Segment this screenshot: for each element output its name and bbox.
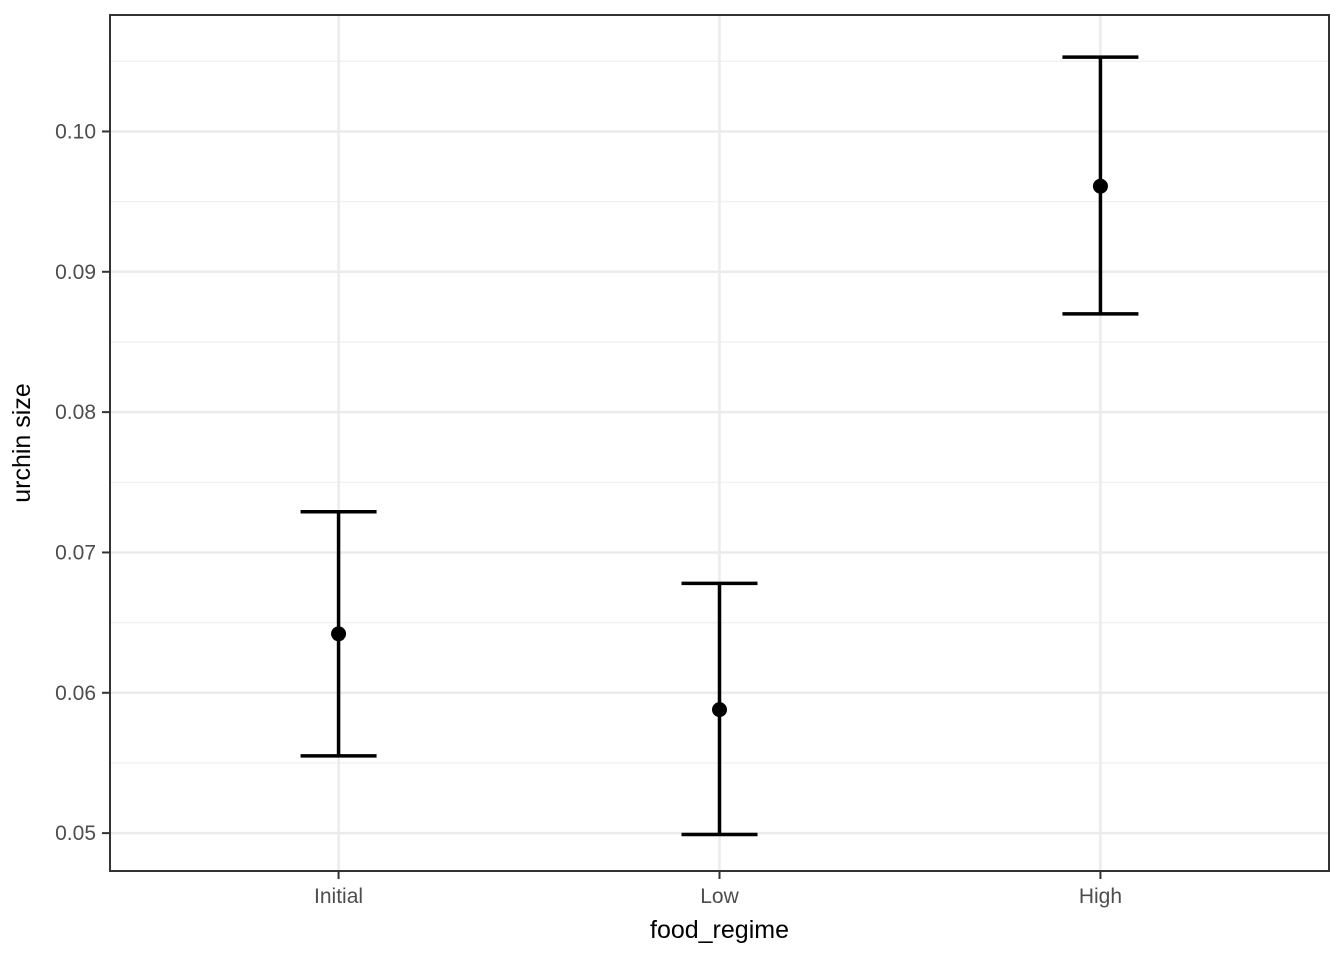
y-tick-label: 0.10 xyxy=(55,120,96,143)
y-tick-label: 0.05 xyxy=(55,822,96,845)
prediction-point xyxy=(331,626,347,642)
pointrange-geoms xyxy=(300,55,1139,837)
x-tick-label: Initial xyxy=(314,885,363,908)
y-tick-label: 0.09 xyxy=(55,261,96,284)
y-tick-label: 0.06 xyxy=(55,682,96,705)
pointrange-low xyxy=(681,581,758,837)
y-axis-title: urchin size xyxy=(8,383,36,503)
prediction-point xyxy=(712,702,727,718)
prediction-point xyxy=(1092,178,1108,194)
x-axis-title: food_regime xyxy=(650,916,789,944)
pointrange-initial xyxy=(300,510,377,758)
axis-tick-labels: 0.05 0.06 0.07 0.08 0.09 0.10 Initial Low High xyxy=(55,120,1122,908)
y-tick-label: 0.08 xyxy=(55,401,96,424)
axis-ticks xyxy=(102,130,1102,879)
x-tick-label: Low xyxy=(700,885,739,908)
x-tick-label: High xyxy=(1079,885,1122,908)
pointrange-high xyxy=(1062,55,1139,316)
y-tick-label: 0.07 xyxy=(55,541,96,564)
gridlines xyxy=(110,15,1329,871)
